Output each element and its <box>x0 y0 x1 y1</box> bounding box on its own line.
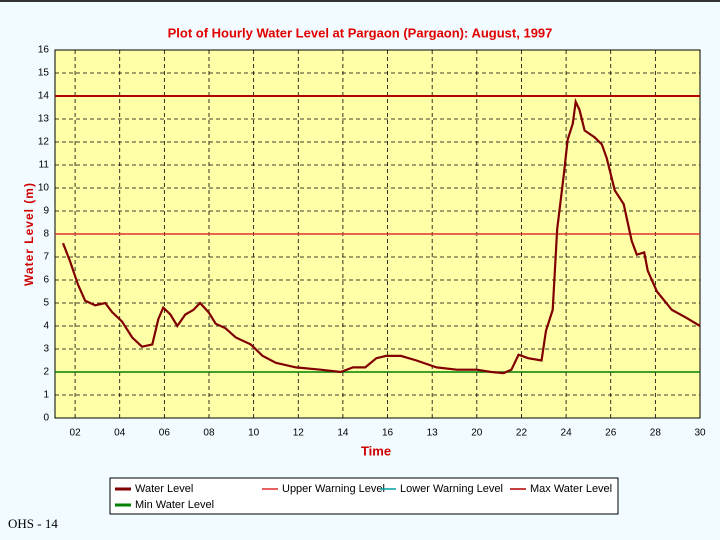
legend-label: Lower Warning Level <box>400 483 503 495</box>
x-tick-label: 24 <box>561 428 573 439</box>
x-tick-label: 06 <box>159 428 171 439</box>
footer: OHS - 14 <box>8 516 58 531</box>
x-tick-label: 22 <box>516 428 528 439</box>
legend-label: Upper Warning Level <box>282 483 385 495</box>
y-tick-label: 7 <box>43 252 49 263</box>
legend-label: Max Water Level <box>530 483 612 495</box>
water-level-line <box>62 97 701 375</box>
x-tick-label: 04 <box>114 428 126 439</box>
x-tick-label: 20 <box>471 428 483 439</box>
y-tick-label: 6 <box>43 275 49 286</box>
y-tick-label: 5 <box>43 298 49 309</box>
y-axis-label: Water Level (m) <box>22 182 36 286</box>
chart-title: Plot of Hourly Water Level at Pargaon (P… <box>168 25 553 40</box>
y-tick-label: 8 <box>43 229 49 240</box>
y-tick-label: 13 <box>38 114 50 125</box>
legend-label: Min Water Level <box>135 499 214 511</box>
x-tick-label: 14 <box>337 428 349 439</box>
y-tick-label: 12 <box>38 137 50 148</box>
x-tick-label: 08 <box>203 428 215 439</box>
x-axis-label: Time <box>361 443 391 458</box>
y-tick-label: 2 <box>43 367 49 378</box>
x-tick-label: 12 <box>293 428 305 439</box>
y-tick-label: 3 <box>43 344 49 355</box>
y-tick-label: 9 <box>43 206 49 217</box>
x-tick-label: 30 <box>694 428 706 439</box>
y-tick-label: 10 <box>38 183 50 194</box>
x-tick-label: 16 <box>382 428 394 439</box>
x-tick-label: 28 <box>650 428 662 439</box>
x-tick-label: 10 <box>248 428 260 439</box>
x-tick-label: 13 <box>427 428 439 439</box>
y-tick-label: 4 <box>43 321 49 332</box>
x-tick-label: 02 <box>70 428 82 439</box>
y-tick-label: 1 <box>43 390 49 401</box>
y-tick-label: 15 <box>38 68 50 79</box>
y-tick-label: 11 <box>39 160 50 171</box>
x-tick-label: 26 <box>605 428 617 439</box>
legend-label: Water Level <box>135 483 193 495</box>
legend <box>109 477 619 515</box>
y-tick-label: 16 <box>38 45 50 56</box>
y-tick-label: 14 <box>38 91 50 102</box>
top-border <box>0 0 720 2</box>
y-tick-label: 0 <box>43 413 49 424</box>
